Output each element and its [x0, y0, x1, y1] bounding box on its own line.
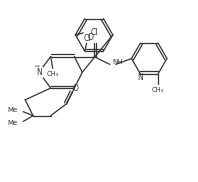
- Text: CH₃: CH₃: [47, 71, 59, 77]
- Text: Me: Me: [7, 107, 17, 113]
- Text: O: O: [87, 33, 93, 42]
- Text: O: O: [72, 84, 78, 92]
- Text: Cl: Cl: [84, 34, 91, 43]
- Text: NH: NH: [113, 60, 123, 66]
- Text: Cl: Cl: [90, 28, 98, 37]
- Text: N: N: [36, 68, 42, 77]
- Text: N: N: [137, 73, 143, 82]
- Text: H: H: [35, 65, 39, 70]
- Text: Me: Me: [7, 120, 17, 126]
- Text: CH₃: CH₃: [152, 87, 164, 93]
